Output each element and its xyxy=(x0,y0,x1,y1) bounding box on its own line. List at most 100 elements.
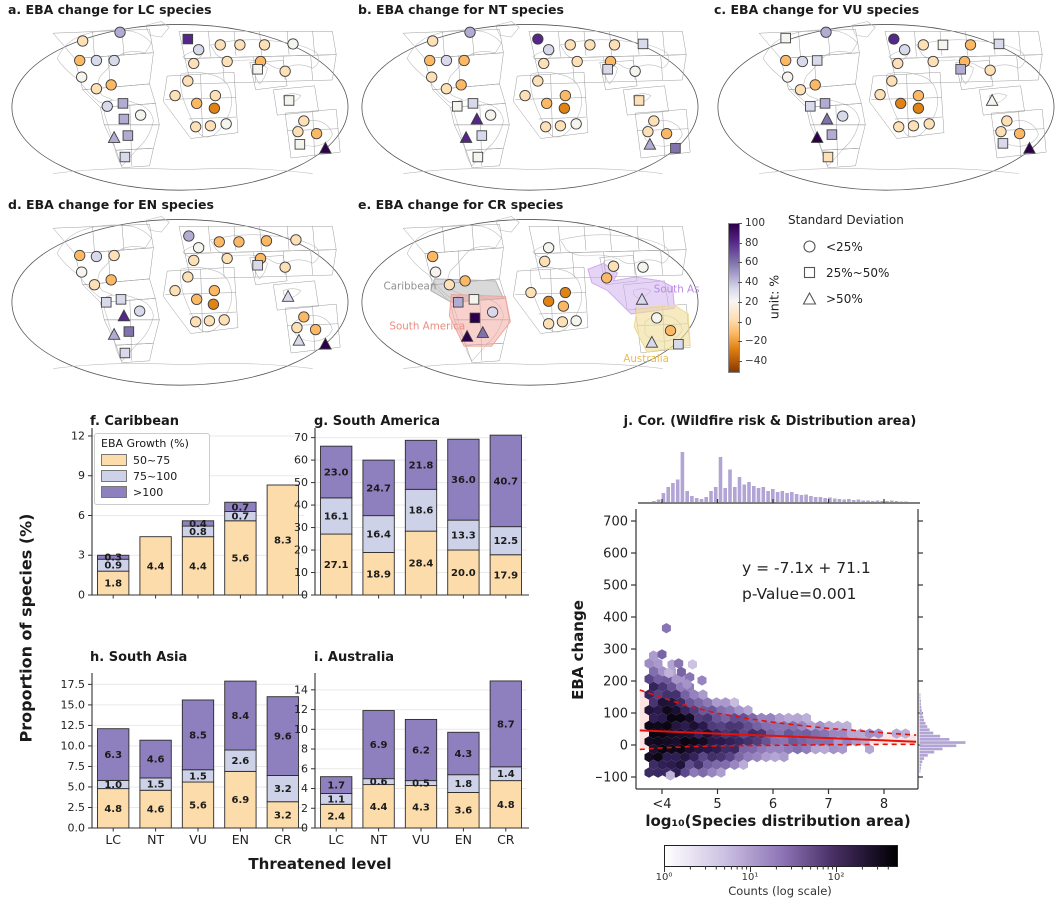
map-marker xyxy=(169,284,181,297)
bar-chart-g: 27.1 16.1 23.0 18.9 16.4 24.7 28.4 18.6 21.8 20.0… xyxy=(294,428,529,602)
map-marker xyxy=(607,260,620,272)
x-tick-label: CR xyxy=(497,832,515,847)
bar-value-label: 21.8 xyxy=(409,460,434,471)
map-marker xyxy=(600,272,613,284)
counts-colorbar-ticks xyxy=(664,866,889,872)
map-title-b: b. EBA change for NT species xyxy=(358,2,564,17)
map-marker xyxy=(298,115,310,127)
map-marker xyxy=(469,312,481,324)
bar-value-label: 9.6 xyxy=(274,732,292,743)
outlier-hex xyxy=(674,658,684,669)
map-marker xyxy=(1013,128,1026,140)
bar-value-label: 3.6 xyxy=(455,806,473,817)
bar-value-label: 0.8 xyxy=(189,527,207,538)
bar-value-label: 5.6 xyxy=(189,801,207,812)
bar-value-label: 1.1 xyxy=(327,794,345,805)
y-tick-label: 10.0 xyxy=(61,739,86,752)
y-tick-label: 20 xyxy=(294,544,308,557)
map-marker xyxy=(117,98,129,109)
bar-value-label: 0.3 xyxy=(104,553,122,564)
x-tick-label: EN xyxy=(455,832,472,847)
bar-value-labels: 4.8 1.0 6.3 4.6 1.5 4.6 5.6 1.5 8.5 6.9 2.6 8.4 3.2 3… xyxy=(104,711,291,821)
y-tick-label: 0 xyxy=(78,589,85,602)
y-tick-label: 300 xyxy=(603,643,628,658)
map-marker xyxy=(123,326,135,337)
map-marker xyxy=(292,126,304,138)
colorbar-tickmark xyxy=(738,341,742,343)
map-marker xyxy=(279,261,291,273)
map-marker xyxy=(220,118,232,130)
map-marker xyxy=(77,35,89,47)
map-marker xyxy=(108,54,120,67)
map-marker xyxy=(182,271,194,283)
map-marker xyxy=(318,141,332,154)
colorbar-tick-label: 40 xyxy=(745,276,759,289)
map-marker xyxy=(886,75,898,87)
x-tick-label: NT xyxy=(370,832,387,847)
map-marker xyxy=(892,57,904,70)
map-marker xyxy=(107,327,121,340)
map-title-e: e. EBA change for CR species xyxy=(358,197,564,212)
bar-value-label: 8.7 xyxy=(497,719,515,730)
map-panel-a: a. EBA change for LC species xyxy=(6,2,350,197)
colorbar-tick-label: 80 xyxy=(745,236,759,249)
bar-segment xyxy=(181,520,215,527)
bar-value-label: 2.6 xyxy=(232,756,250,767)
colorbar-tick-label: 20 xyxy=(745,295,759,308)
outlier-hex xyxy=(664,667,674,679)
map-panel-d: d. EBA change for EN species xyxy=(6,197,350,392)
map-legend-area: 100 80 60 40 20 0 −20 −40 unit: % Standard Devi… xyxy=(714,197,1058,395)
map-marker xyxy=(917,39,929,51)
map-marker xyxy=(252,260,263,271)
map-marker xyxy=(207,298,220,310)
bar-value-label: 17.9 xyxy=(493,570,518,581)
map-marker xyxy=(664,324,677,337)
eba-legend-item: >100 xyxy=(101,484,203,500)
y-tick-label: 2 xyxy=(301,802,308,815)
map-marker xyxy=(893,121,905,133)
map-marker xyxy=(912,89,925,102)
map-marker xyxy=(476,325,490,338)
bar-segment xyxy=(320,776,353,794)
y-tick-labels: −100 0 100 200 300 400 500 600 700 xyxy=(596,515,628,786)
bar-segment xyxy=(97,788,130,829)
bars xyxy=(97,680,299,829)
bar-value-label: 2.4 xyxy=(327,812,345,823)
bar-segment xyxy=(266,484,299,596)
y-tick-label: 8 xyxy=(301,743,308,756)
map-marker xyxy=(820,26,832,38)
bar-segment xyxy=(362,459,395,517)
map-marker xyxy=(997,138,1009,149)
regression-line xyxy=(639,729,917,743)
counts-tick-10: 10¹ xyxy=(741,872,759,883)
map-marker xyxy=(292,333,306,346)
map-marker xyxy=(192,44,205,56)
x-tick-label: LC xyxy=(105,832,121,847)
map-marker xyxy=(183,230,195,242)
y-tick-label: 4 xyxy=(301,782,308,795)
map-marker xyxy=(1023,141,1036,154)
map-marker xyxy=(191,97,203,110)
map-marker xyxy=(633,95,645,106)
bar-segment xyxy=(181,699,215,771)
legend-label: >100 xyxy=(133,485,164,499)
bar-segment xyxy=(362,784,395,829)
hist-right-bars xyxy=(919,693,966,773)
y-tick-label: −100 xyxy=(596,771,628,786)
y-tick-label: 15.0 xyxy=(61,698,86,711)
world-map-e: Caribbean South America South Asia Australi… xyxy=(361,216,700,386)
colorbar-tickmark xyxy=(738,242,742,244)
region-label: South Asia xyxy=(654,284,700,296)
counts-tick-1: 10⁰ xyxy=(655,872,673,883)
x-tick-labels: LC NT VU EN CR xyxy=(328,832,514,847)
sd-legend-item-triangle: >50% xyxy=(802,291,863,306)
map-marker xyxy=(287,38,299,50)
map-marker xyxy=(584,39,596,51)
x-tick-label: EN xyxy=(232,832,249,847)
map-marker xyxy=(451,101,463,112)
map-marker xyxy=(426,71,438,83)
map-marker xyxy=(780,54,792,67)
outlier-hex xyxy=(697,675,707,686)
hist-top-axis xyxy=(638,499,920,504)
y-tick-label: 200 xyxy=(603,675,628,690)
